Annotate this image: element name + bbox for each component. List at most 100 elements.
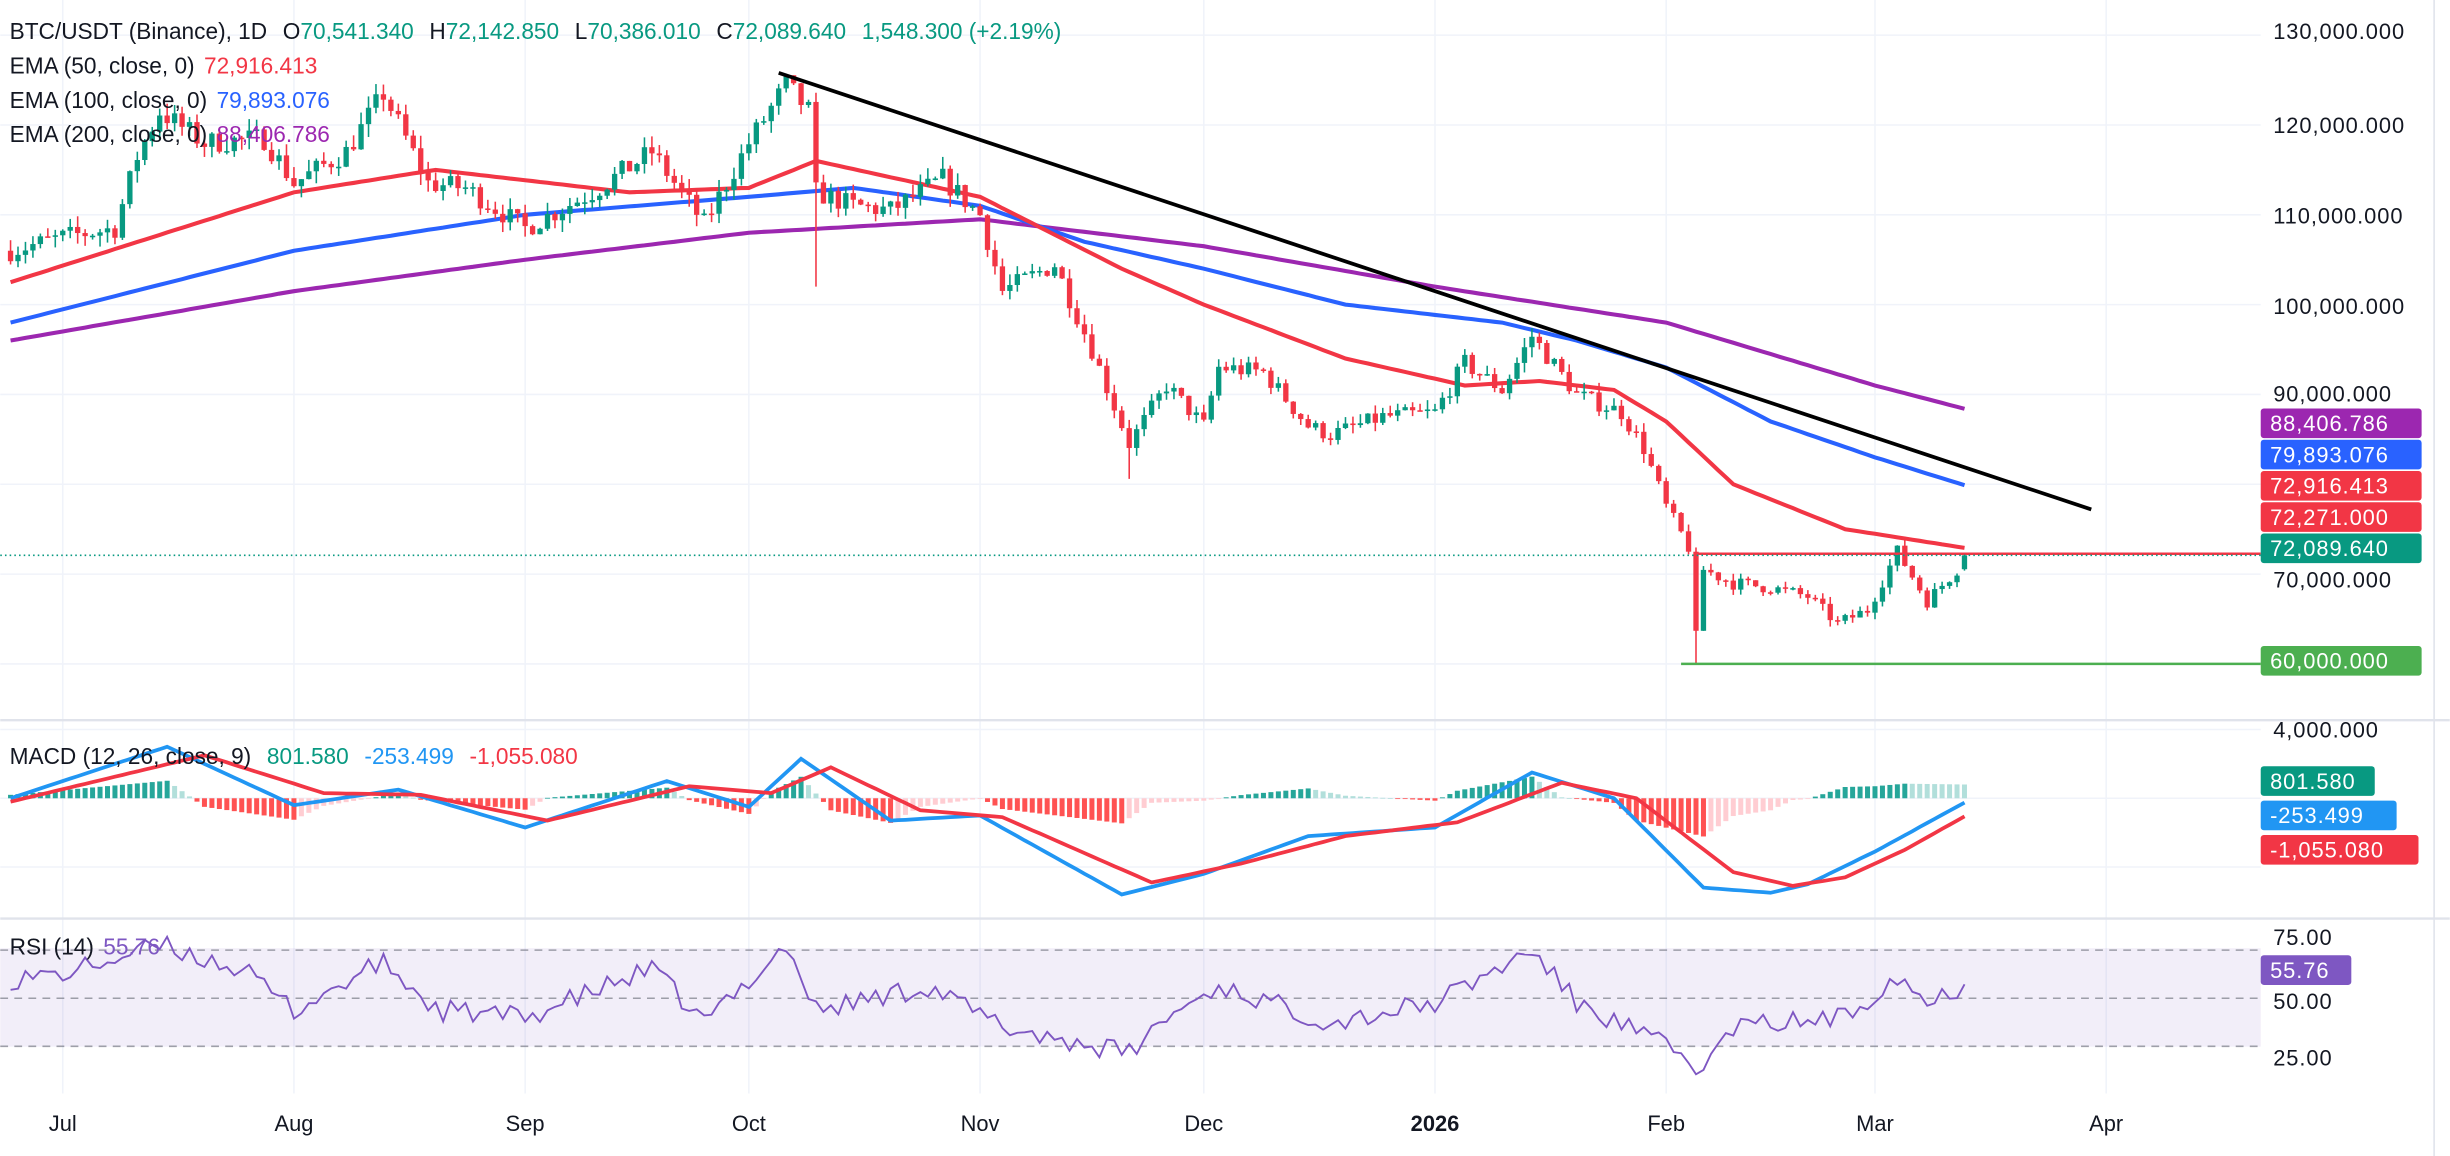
candle[interactable] bbox=[1670, 499, 1677, 518]
candle[interactable] bbox=[37, 233, 44, 249]
candle[interactable] bbox=[1350, 416, 1356, 434]
candle[interactable] bbox=[1119, 406, 1125, 431]
candle[interactable] bbox=[1111, 384, 1117, 419]
candle[interactable] bbox=[1946, 581, 1953, 589]
candle[interactable] bbox=[1715, 571, 1722, 586]
candle[interactable] bbox=[1365, 413, 1371, 425]
candle[interactable] bbox=[1656, 464, 1662, 485]
candle[interactable] bbox=[1805, 590, 1811, 605]
candle[interactable] bbox=[1424, 400, 1431, 419]
candle[interactable] bbox=[969, 204, 976, 211]
candle[interactable] bbox=[1044, 270, 1050, 277]
candle[interactable] bbox=[1327, 432, 1334, 446]
candle[interactable] bbox=[1797, 585, 1804, 599]
candle[interactable] bbox=[410, 130, 416, 151]
candle[interactable] bbox=[925, 168, 931, 187]
candle[interactable] bbox=[1216, 359, 1222, 401]
candle[interactable] bbox=[306, 159, 312, 180]
candle[interactable] bbox=[1283, 379, 1289, 403]
candle[interactable] bbox=[432, 172, 439, 193]
candle[interactable] bbox=[559, 208, 566, 233]
candle[interactable] bbox=[567, 197, 573, 224]
candle[interactable] bbox=[164, 103, 170, 130]
candle[interactable] bbox=[328, 161, 334, 175]
candle[interactable] bbox=[216, 128, 223, 154]
candle[interactable] bbox=[1178, 387, 1185, 399]
candle[interactable] bbox=[1678, 512, 1684, 533]
candle[interactable] bbox=[1230, 357, 1237, 374]
candle[interactable] bbox=[1954, 573, 1960, 588]
candle[interactable] bbox=[515, 208, 521, 223]
candle[interactable] bbox=[1380, 407, 1386, 426]
candle[interactable] bbox=[1835, 616, 1841, 626]
candle[interactable] bbox=[97, 228, 103, 247]
candle[interactable] bbox=[1499, 385, 1505, 394]
candle[interactable] bbox=[1633, 425, 1639, 438]
candle[interactable] bbox=[1037, 266, 1043, 277]
candle[interactable] bbox=[1879, 580, 1886, 607]
candle[interactable] bbox=[67, 218, 73, 239]
candle[interactable] bbox=[358, 112, 364, 150]
candle[interactable] bbox=[738, 144, 745, 186]
candle[interactable] bbox=[858, 198, 864, 206]
candle[interactable] bbox=[1491, 367, 1498, 393]
candle[interactable] bbox=[194, 114, 200, 148]
candle[interactable] bbox=[701, 209, 707, 216]
candle[interactable] bbox=[1909, 565, 1915, 580]
candle[interactable] bbox=[641, 137, 648, 174]
candle[interactable] bbox=[1290, 401, 1296, 419]
candle[interactable] bbox=[179, 106, 185, 136]
candle[interactable] bbox=[753, 118, 759, 153]
candle[interactable] bbox=[291, 167, 297, 188]
candle[interactable] bbox=[380, 84, 387, 112]
candle[interactable] bbox=[619, 159, 625, 179]
candle[interactable] bbox=[157, 108, 163, 140]
candle[interactable] bbox=[261, 126, 267, 151]
candle[interactable] bbox=[1529, 328, 1535, 358]
candle[interactable] bbox=[1544, 340, 1550, 365]
candle[interactable] bbox=[947, 165, 953, 207]
candle[interactable] bbox=[1268, 367, 1274, 395]
candle[interactable] bbox=[112, 225, 118, 245]
candle[interactable] bbox=[865, 201, 871, 213]
candle[interactable] bbox=[231, 135, 237, 157]
candle[interactable] bbox=[999, 258, 1006, 296]
candle[interactable] bbox=[477, 183, 484, 215]
candle[interactable] bbox=[142, 138, 148, 166]
candle[interactable] bbox=[1223, 361, 1229, 373]
candle[interactable] bbox=[276, 149, 282, 170]
candle[interactable] bbox=[626, 160, 633, 172]
candle[interactable] bbox=[1312, 420, 1319, 431]
candle[interactable] bbox=[768, 102, 774, 133]
candle[interactable] bbox=[500, 204, 506, 233]
candle[interactable] bbox=[268, 142, 275, 165]
candle[interactable] bbox=[1253, 356, 1259, 376]
candle[interactable] bbox=[634, 162, 640, 175]
candle[interactable] bbox=[403, 104, 409, 140]
candle[interactable] bbox=[1208, 391, 1214, 424]
candle[interactable] bbox=[686, 179, 692, 207]
candle[interactable] bbox=[611, 167, 618, 196]
candle[interactable] bbox=[1596, 382, 1602, 417]
candle[interactable] bbox=[1014, 266, 1021, 292]
candle[interactable] bbox=[1163, 383, 1170, 400]
candle[interactable] bbox=[552, 211, 558, 229]
candle[interactable] bbox=[1693, 547, 1699, 664]
candle[interactable] bbox=[984, 214, 991, 258]
time-axis[interactable]: Jul Aug Sep Oct Nov Dec 2026 Feb Mar Apr bbox=[49, 1111, 2123, 1136]
candle[interactable] bbox=[75, 216, 81, 244]
candle[interactable] bbox=[1432, 403, 1438, 412]
candle[interactable] bbox=[298, 179, 305, 198]
candle[interactable] bbox=[529, 224, 536, 236]
candle[interactable] bbox=[1126, 419, 1132, 479]
candle[interactable] bbox=[440, 178, 446, 201]
candle[interactable] bbox=[962, 184, 968, 213]
candle[interactable] bbox=[171, 105, 178, 132]
candle[interactable] bbox=[1812, 594, 1818, 602]
candle[interactable] bbox=[910, 184, 916, 202]
candles[interactable] bbox=[7, 73, 1968, 664]
candle[interactable] bbox=[1417, 403, 1423, 412]
candle[interactable] bbox=[820, 174, 827, 204]
candle[interactable] bbox=[1275, 376, 1282, 392]
